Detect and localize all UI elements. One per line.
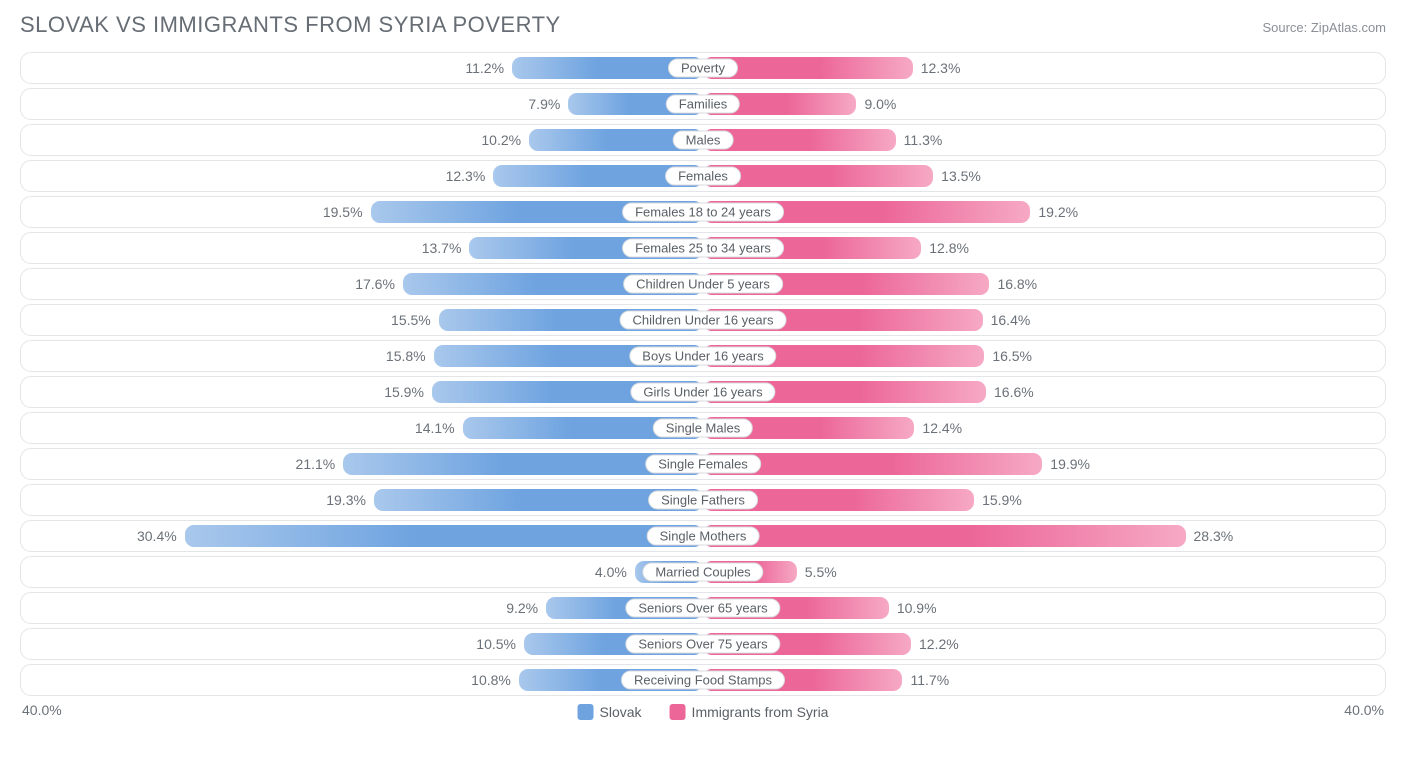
value-label-syria: 19.9% xyxy=(1050,456,1090,472)
category-pill: Single Males xyxy=(653,419,753,438)
category-pill: Families xyxy=(666,95,740,114)
chart-row: 12.3% 13.5% Females xyxy=(20,160,1386,192)
swatch-syria xyxy=(670,704,686,720)
value-label-syria: 5.5% xyxy=(805,564,837,580)
chart-row: 15.5% 16.4% Children Under 16 years xyxy=(20,304,1386,336)
swatch-slovak xyxy=(578,704,594,720)
category-pill: Girls Under 16 years xyxy=(630,383,775,402)
legend-label-slovak: Slovak xyxy=(600,704,642,720)
chart-row: 21.1% 19.9% Single Females xyxy=(20,448,1386,480)
axis-max-left: 40.0% xyxy=(22,702,62,718)
category-pill: Males xyxy=(673,131,734,150)
chart-row: 15.9% 16.6% Girls Under 16 years xyxy=(20,376,1386,408)
category-pill: Females xyxy=(665,167,741,186)
value-label-syria: 10.9% xyxy=(897,600,937,616)
value-label-syria: 11.7% xyxy=(910,672,949,688)
value-label-syria: 12.2% xyxy=(919,636,959,652)
value-label-syria: 13.5% xyxy=(941,168,981,184)
value-label-slovak: 14.1% xyxy=(415,420,455,436)
chart-row: 19.3% 15.9% Single Fathers xyxy=(20,484,1386,516)
value-label-syria: 16.5% xyxy=(992,348,1032,364)
value-label-syria: 15.9% xyxy=(982,492,1022,508)
chart-row: 15.8% 16.5% Boys Under 16 years xyxy=(20,340,1386,372)
category-pill: Married Couples xyxy=(642,563,763,582)
chart-row: 10.2% 11.3% Males xyxy=(20,124,1386,156)
value-label-slovak: 4.0% xyxy=(595,564,627,580)
value-label-syria: 11.3% xyxy=(904,132,943,148)
value-label-slovak: 19.5% xyxy=(323,204,363,220)
value-label-syria: 12.3% xyxy=(921,60,961,76)
value-label-slovak: 10.5% xyxy=(476,636,516,652)
chart-row: 13.7% 12.8% Females 25 to 34 years xyxy=(20,232,1386,264)
category-pill: Single Fathers xyxy=(648,491,758,510)
value-label-slovak: 12.3% xyxy=(446,168,486,184)
chart-area: 11.2% 12.3% Poverty 7.9% 9.0% Families 10.2% 11… xyxy=(20,52,1386,696)
category-pill: Seniors Over 65 years xyxy=(625,599,780,618)
chart-footer: 40.0% Slovak Immigrants from Syria 40.0% xyxy=(20,702,1386,742)
chart-row: 9.2% 10.9% Seniors Over 65 years xyxy=(20,592,1386,624)
chart-row: 11.2% 12.3% Poverty xyxy=(20,52,1386,84)
category-pill: Poverty xyxy=(668,59,738,78)
value-label-slovak: 15.5% xyxy=(391,312,431,328)
chart-row: 14.1% 12.4% Single Males xyxy=(20,412,1386,444)
value-label-syria: 19.2% xyxy=(1038,204,1078,220)
chart-row: 19.5% 19.2% Females 18 to 24 years xyxy=(20,196,1386,228)
value-label-syria: 9.0% xyxy=(864,96,896,112)
value-label-syria: 16.4% xyxy=(991,312,1031,328)
bar-slovak xyxy=(185,525,703,547)
category-pill: Single Females xyxy=(645,455,761,474)
value-label-slovak: 9.2% xyxy=(506,600,538,616)
value-label-slovak: 21.1% xyxy=(296,456,336,472)
value-label-slovak: 10.8% xyxy=(471,672,511,688)
chart-row: 10.5% 12.2% Seniors Over 75 years xyxy=(20,628,1386,660)
chart-row: 10.8% 11.7% Receiving Food Stamps xyxy=(20,664,1386,696)
legend-item-slovak: Slovak xyxy=(578,704,642,720)
category-pill: Boys Under 16 years xyxy=(629,347,776,366)
bar-syria xyxy=(703,525,1186,547)
chart-header: SLOVAK VS IMMIGRANTS FROM SYRIA POVERTY … xyxy=(20,12,1386,38)
axis-max-right: 40.0% xyxy=(1344,702,1384,718)
category-pill: Females 18 to 24 years xyxy=(622,203,784,222)
chart-source: Source: ZipAtlas.com xyxy=(1262,20,1386,35)
category-pill: Seniors Over 75 years xyxy=(625,635,780,654)
value-label-slovak: 19.3% xyxy=(326,492,366,508)
value-label-syria: 28.3% xyxy=(1194,528,1234,544)
value-label-slovak: 17.6% xyxy=(355,276,395,292)
category-pill: Receiving Food Stamps xyxy=(621,671,785,690)
chart-row: 4.0% 5.5% Married Couples xyxy=(20,556,1386,588)
value-label-slovak: 11.2% xyxy=(465,60,504,76)
value-label-slovak: 30.4% xyxy=(137,528,177,544)
value-label-slovak: 7.9% xyxy=(528,96,560,112)
value-label-syria: 12.4% xyxy=(922,420,962,436)
value-label-slovak: 15.9% xyxy=(384,384,424,400)
legend-label-syria: Immigrants from Syria xyxy=(692,704,829,720)
chart-row: 17.6% 16.8% Children Under 5 years xyxy=(20,268,1386,300)
value-label-slovak: 10.2% xyxy=(481,132,521,148)
chart-row: 7.9% 9.0% Families xyxy=(20,88,1386,120)
legend-item-syria: Immigrants from Syria xyxy=(670,704,829,720)
category-pill: Single Mothers xyxy=(647,527,760,546)
category-pill: Children Under 16 years xyxy=(620,311,787,330)
value-label-syria: 16.6% xyxy=(994,384,1034,400)
chart-row: 30.4% 28.3% Single Mothers xyxy=(20,520,1386,552)
value-label-syria: 16.8% xyxy=(997,276,1037,292)
value-label-syria: 12.8% xyxy=(929,240,969,256)
value-label-slovak: 13.7% xyxy=(422,240,462,256)
legend: Slovak Immigrants from Syria xyxy=(578,704,829,720)
category-pill: Children Under 5 years xyxy=(623,275,783,294)
value-label-slovak: 15.8% xyxy=(386,348,426,364)
category-pill: Females 25 to 34 years xyxy=(622,239,784,258)
chart-title: SLOVAK VS IMMIGRANTS FROM SYRIA POVERTY xyxy=(20,12,561,38)
